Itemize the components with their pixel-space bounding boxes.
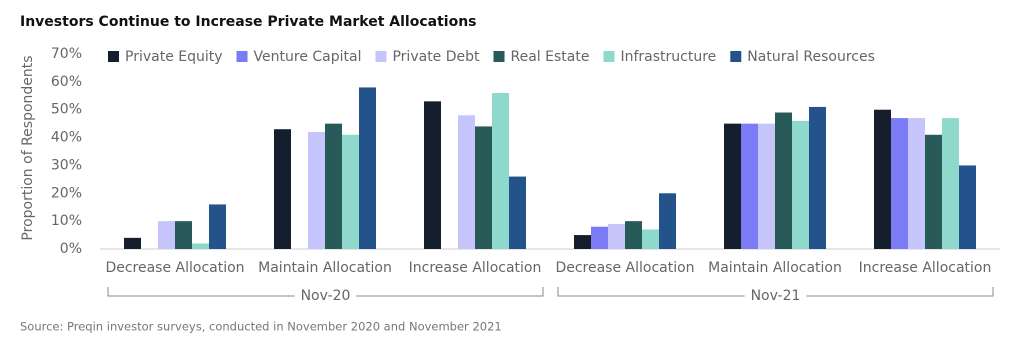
legend-swatch [108, 51, 119, 62]
y-tick-label: 30% [51, 157, 82, 173]
bar [758, 123, 775, 249]
legend-label: Natural Resources [747, 49, 875, 65]
bar [509, 176, 526, 249]
bar [359, 87, 376, 249]
legend-swatch [730, 51, 742, 62]
x-tick-label: Decrease Allocation [555, 260, 694, 276]
x-tick-label: Increase Allocation [409, 260, 542, 276]
group-label: Nov-21 [751, 288, 801, 304]
legend-label: Private Equity [125, 49, 223, 65]
bar [209, 204, 226, 249]
legend-swatch [236, 51, 248, 62]
x-tick-label: Maintain Allocation [258, 260, 392, 276]
legend-swatch [375, 51, 387, 62]
bar [659, 193, 676, 249]
group-label: Nov-20 [301, 288, 351, 304]
bar [492, 93, 509, 249]
y-tick-label: 70% [51, 46, 82, 62]
group-label-bg [294, 288, 357, 304]
bar [775, 112, 792, 249]
source-note: Source: Preqin investor surveys, conduct… [20, 320, 502, 334]
bar [942, 118, 959, 249]
bar [925, 134, 942, 249]
y-tick-label: 50% [51, 102, 82, 118]
bar [741, 123, 758, 249]
legend-label: Venture Capital [254, 49, 362, 65]
bar [591, 226, 608, 249]
legend-label: Real Estate [511, 49, 590, 65]
bar [959, 165, 976, 249]
legend-label: Infrastructure [620, 49, 716, 65]
bar [908, 118, 925, 249]
bar [342, 134, 359, 249]
group-label-bg [744, 288, 807, 304]
y-tick-label: 40% [51, 130, 82, 146]
bar [724, 123, 741, 249]
bar [642, 229, 659, 249]
bar [475, 126, 492, 249]
x-tick-label: Maintain Allocation [708, 260, 842, 276]
y-tick-label: 60% [51, 74, 82, 90]
x-tick-label: Decrease Allocation [105, 260, 244, 276]
bar [325, 123, 342, 249]
legend-swatch [493, 51, 505, 62]
bar [308, 132, 325, 249]
bar [574, 235, 591, 249]
bar [274, 129, 291, 249]
bar [192, 243, 209, 249]
y-axis-label: Proportion of Respondents [20, 55, 36, 240]
y-tick-label: 0% [60, 241, 82, 257]
y-tick-label: 10% [51, 213, 82, 229]
bar [424, 101, 441, 249]
y-tick-label: 20% [51, 185, 82, 201]
bar [625, 221, 642, 249]
legend-label: Private Debt [392, 49, 480, 65]
bar [891, 118, 908, 249]
bar [809, 106, 826, 249]
bar [608, 223, 625, 249]
bar [158, 221, 175, 249]
bar [175, 221, 192, 249]
bar [874, 109, 891, 249]
chart-title: Investors Continue to Increase Private M… [20, 14, 477, 30]
x-tick-label: Increase Allocation [859, 260, 992, 276]
bar [124, 237, 141, 249]
bar [458, 115, 475, 250]
bar [792, 120, 809, 249]
legend-swatch [603, 51, 615, 62]
